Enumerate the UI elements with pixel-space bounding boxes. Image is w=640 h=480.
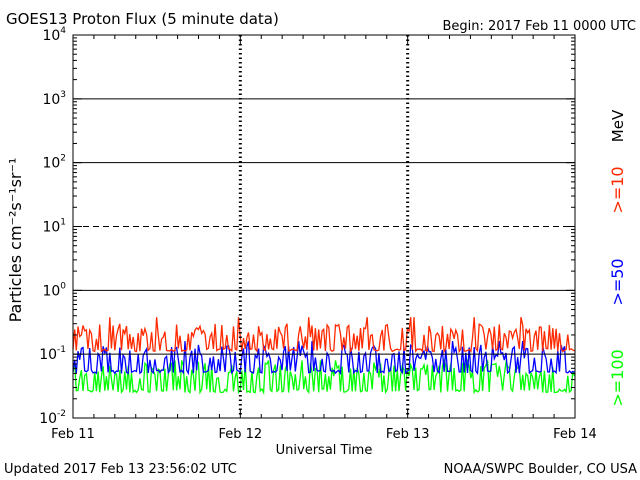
legend-label-ge50: >=50 <box>608 258 627 305</box>
unit-label: MeV <box>609 109 627 142</box>
x-tick-label: Feb 11 <box>51 427 95 442</box>
legend-label-ge100: >=100 <box>608 349 627 406</box>
x-tick-label: Feb 14 <box>553 427 597 442</box>
x-tick-label: Feb 12 <box>218 427 262 442</box>
updated-timestamp: Updated 2017 Feb 13 23:56:02 UTC <box>4 462 237 477</box>
y-tick-label: 100 <box>42 281 66 299</box>
series-line-ge50 <box>72 340 575 376</box>
chart-title: GOES13 Proton Flux (5 minute data) <box>6 10 279 28</box>
y-tick-label: 10-2 <box>39 409 66 427</box>
begin-label: Begin: 2017 Feb 11 0000 UTC <box>442 19 636 34</box>
y-axis-label: Particles cm⁻²s⁻¹sr⁻¹ <box>6 158 25 323</box>
y-tick-label: 101 <box>42 218 66 236</box>
source-credit: NOAA/SWPC Boulder, CO USA <box>444 462 637 477</box>
x-axis-label: Universal Time <box>276 443 373 458</box>
y-tick-label: 10-1 <box>39 345 66 363</box>
series-line-ge10 <box>72 317 575 354</box>
y-tick-label: 104 <box>42 26 66 44</box>
x-tick-label: Feb 13 <box>386 427 430 442</box>
plot-area: 10-2 10-1 100 101 102 103 104 Feb 11 Feb 12 Feb 1… <box>39 26 627 442</box>
y-tick-label: 102 <box>42 154 66 172</box>
y-tick-label: 103 <box>42 90 66 108</box>
legend-label-ge10: >=10 <box>608 166 627 213</box>
